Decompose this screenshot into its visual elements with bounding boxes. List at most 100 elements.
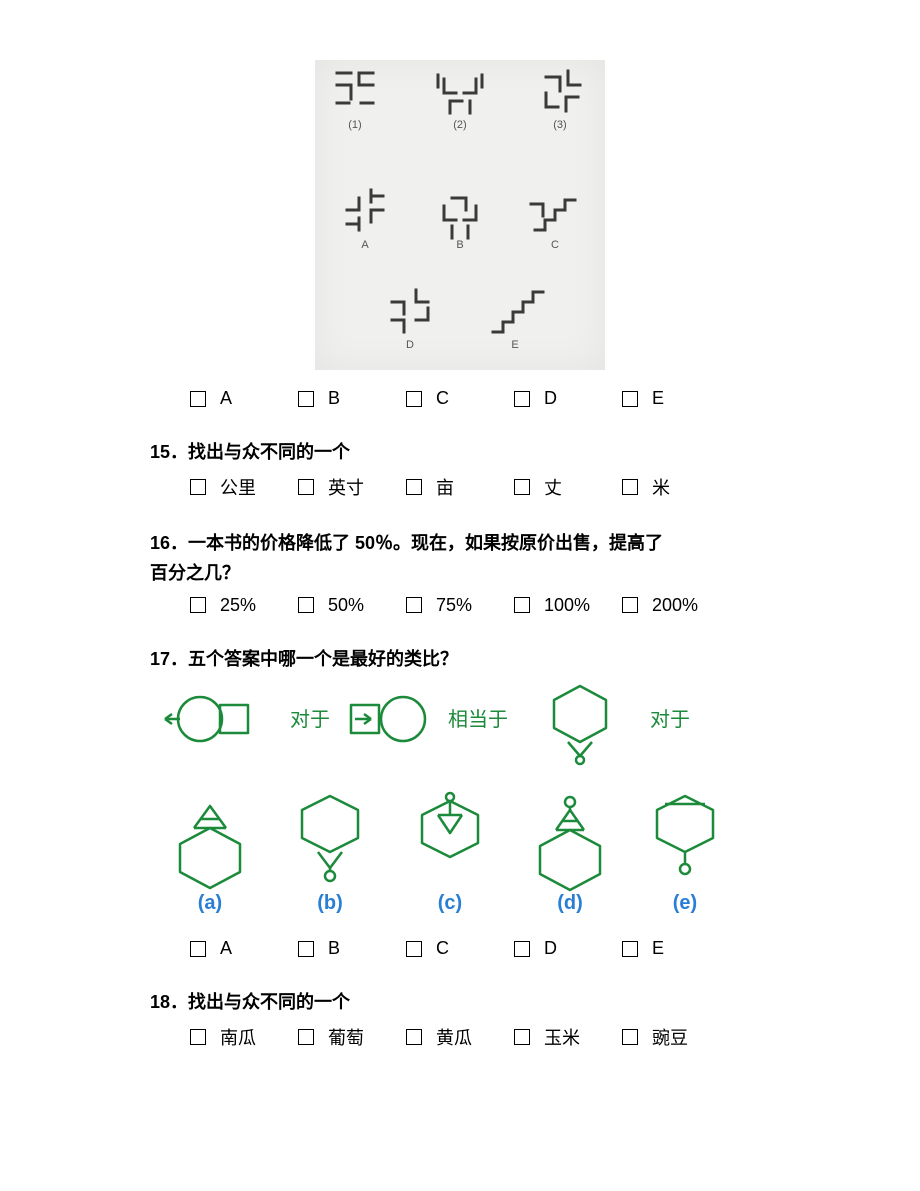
q14-option-a[interactable]: A: [190, 388, 298, 409]
option-label: 黄瓜: [436, 1024, 472, 1050]
option-label: 豌豆: [652, 1024, 688, 1050]
q15-option-3[interactable]: 丈: [514, 474, 622, 500]
option-label: D: [544, 938, 557, 959]
q17-option-b[interactable]: B: [298, 938, 406, 959]
option-label: A: [220, 388, 232, 409]
q15-text: 找出与众不同的一个: [188, 442, 350, 462]
puzzle-label: B: [456, 239, 463, 251]
checkbox-icon: [298, 479, 314, 495]
q15-option-2[interactable]: 亩: [406, 474, 514, 500]
option-label: 南瓜: [220, 1024, 256, 1050]
q17-option-e[interactable]: E: [622, 938, 730, 959]
option-label: 75%: [436, 595, 472, 616]
q17-question: 17．五个答案中哪一个是最好的类比？: [150, 644, 770, 675]
q18-option-1[interactable]: 葡萄: [298, 1024, 406, 1050]
option-label: 米: [652, 474, 670, 500]
puzzle-label: (1): [348, 119, 361, 131]
option-label: C: [436, 938, 449, 959]
q17-block: 17．五个答案中哪一个是最好的类比？ 对于: [150, 644, 770, 960]
puzzle-label: (3): [553, 119, 566, 131]
option-label: B: [328, 938, 340, 959]
q17-number: 17．: [150, 649, 188, 669]
q18-text: 找出与众不同的一个: [188, 992, 350, 1012]
puzzle-label: D: [406, 339, 414, 351]
q16-options: 25% 50% 75% 100% 200%: [150, 595, 770, 616]
q18-question: 18．找出与众不同的一个: [150, 987, 770, 1018]
checkbox-icon: [622, 479, 638, 495]
checkbox-icon: [298, 1029, 314, 1045]
q17-option-c[interactable]: C: [406, 938, 514, 959]
puzzle-label: A: [361, 239, 369, 251]
q16-option-0[interactable]: 25%: [190, 595, 298, 616]
q16-question: 16．一本书的价格降低了 50％。现在，如果按原价出售，提高了 百分之几？: [150, 528, 770, 589]
q14-puzzle-figure: (1) (2) (3) A B C D E: [315, 60, 605, 370]
q18-option-4[interactable]: 豌豆: [622, 1024, 730, 1050]
q17-option-d[interactable]: D: [514, 938, 622, 959]
checkbox-icon: [190, 1029, 206, 1045]
q16-option-2[interactable]: 75%: [406, 595, 514, 616]
option-label: E: [652, 938, 664, 959]
q18-option-2[interactable]: 黄瓜: [406, 1024, 514, 1050]
q16-block: 16．一本书的价格降低了 50％。现在，如果按原价出售，提高了 百分之几？ 25…: [150, 528, 770, 616]
q14-option-e[interactable]: E: [622, 388, 730, 409]
q18-block: 18．找出与众不同的一个 南瓜 葡萄 黄瓜 玉米 豌豆: [150, 987, 770, 1050]
checkbox-icon: [514, 941, 530, 957]
option-label: D: [544, 388, 557, 409]
option-label: 丈: [544, 474, 562, 500]
q15-option-4[interactable]: 米: [622, 474, 730, 500]
q16-option-1[interactable]: 50%: [298, 595, 406, 616]
analogy-text: 相当于: [448, 708, 508, 731]
option-label: 公里: [220, 474, 256, 500]
checkbox-icon: [190, 391, 206, 407]
option-label: 50%: [328, 595, 364, 616]
option-label: E: [652, 388, 664, 409]
q16-number: 16．: [150, 533, 188, 553]
q16-option-3[interactable]: 100%: [514, 595, 622, 616]
option-label: 200%: [652, 595, 698, 616]
analogy-label: (e): [673, 892, 697, 914]
q18-options: 南瓜 葡萄 黄瓜 玉米 豌豆: [150, 1024, 770, 1050]
analogy-label: (a): [198, 892, 222, 914]
q15-option-0[interactable]: 公里: [190, 474, 298, 500]
q14-option-d[interactable]: D: [514, 388, 622, 409]
q18-option-0[interactable]: 南瓜: [190, 1024, 298, 1050]
option-label: B: [328, 388, 340, 409]
q15-block: 15．找出与众不同的一个 公里 英寸 亩 丈 米: [150, 437, 770, 500]
checkbox-icon: [190, 597, 206, 613]
q18-number: 18．: [150, 992, 188, 1012]
checkbox-icon: [622, 1029, 638, 1045]
option-label: 亩: [436, 474, 454, 500]
puzzle-label: (2): [453, 119, 466, 131]
q14-option-b[interactable]: B: [298, 388, 406, 409]
q17-option-a[interactable]: A: [190, 938, 298, 959]
checkbox-icon: [622, 391, 638, 407]
analogy-text: 对于: [650, 708, 690, 731]
q17-options: A B C D E: [150, 938, 770, 959]
checkbox-icon: [514, 479, 530, 495]
checkbox-icon: [406, 391, 422, 407]
q17-text: 五个答案中哪一个是最好的类比？: [188, 649, 458, 669]
q18-option-3[interactable]: 玉米: [514, 1024, 622, 1050]
q14-option-c[interactable]: C: [406, 388, 514, 409]
checkbox-icon: [190, 479, 206, 495]
option-label: 葡萄: [328, 1024, 364, 1050]
checkbox-icon: [298, 941, 314, 957]
option-label: 100%: [544, 595, 590, 616]
q15-options: 公里 英寸 亩 丈 米: [150, 474, 770, 500]
checkbox-icon: [622, 941, 638, 957]
q14-options: A B C D E: [150, 388, 770, 409]
checkbox-icon: [514, 597, 530, 613]
checkbox-icon: [406, 1029, 422, 1045]
analogy-label: (b): [317, 892, 343, 914]
option-label: A: [220, 938, 232, 959]
document-page: (1) (2) (3) A B C D E A B C D E 15．找出与众不…: [0, 0, 920, 1138]
puzzle-label: E: [511, 339, 518, 351]
q16-option-4[interactable]: 200%: [622, 595, 730, 616]
option-label: 英寸: [328, 474, 364, 500]
checkbox-icon: [406, 479, 422, 495]
q15-option-1[interactable]: 英寸: [298, 474, 406, 500]
checkbox-icon: [190, 941, 206, 957]
q16-text2: 百分之几？: [150, 563, 240, 583]
puzzle-label: C: [551, 239, 559, 251]
q16-text1: 一本书的价格降低了 50％。现在，如果按原价出售，提高了: [188, 533, 663, 553]
